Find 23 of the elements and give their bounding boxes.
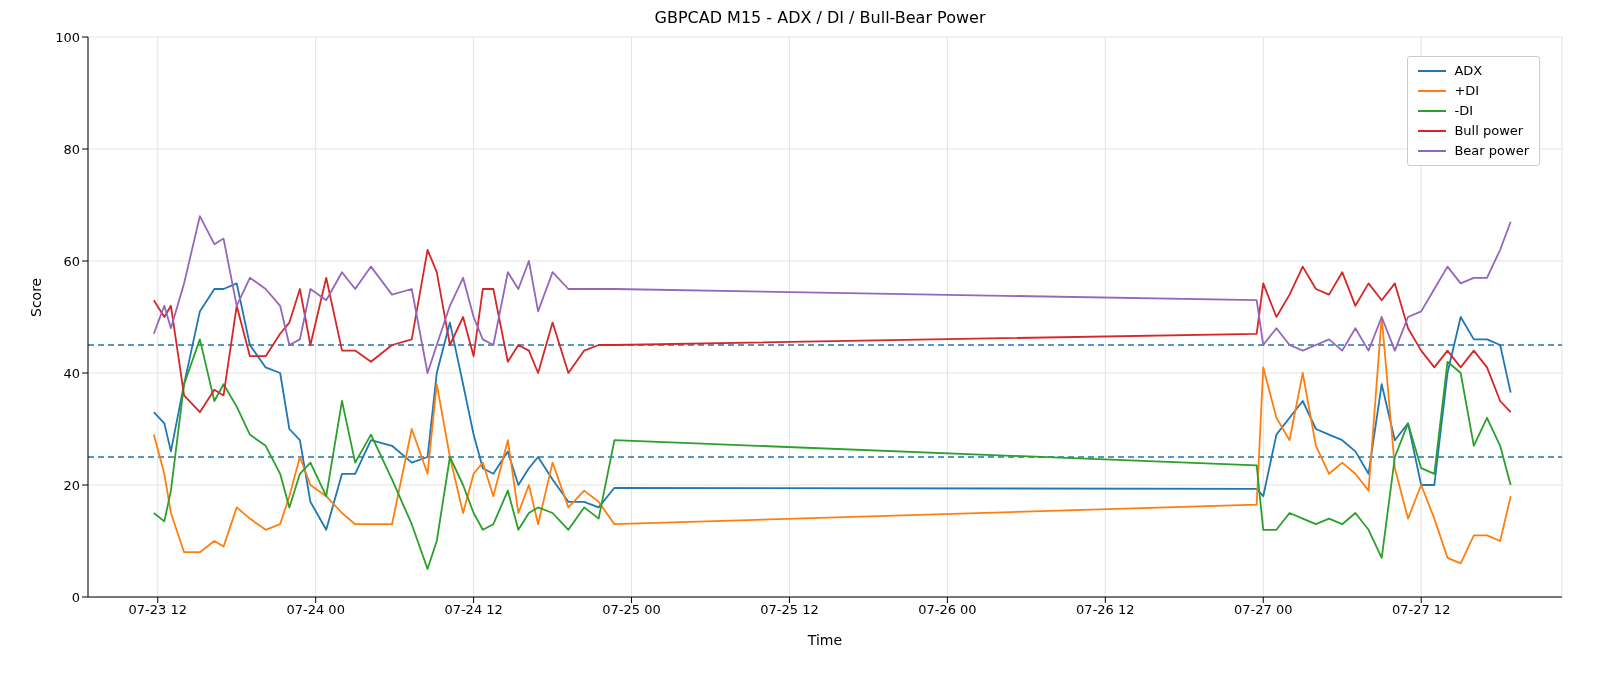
- x-tick-label: 07-24 00: [286, 602, 345, 618]
- x-tick-label: 07-26 12: [1076, 602, 1135, 618]
- x-tick-label: 07-25 00: [602, 602, 661, 618]
- x-tick-label: 07-27 12: [1391, 602, 1451, 618]
- y-tick-label: 60: [63, 253, 80, 269]
- legend-label: -DI: [1454, 102, 1473, 120]
- x-tick-label: 07-27 00: [1234, 602, 1293, 618]
- x-tick-label: 07-23 12: [128, 602, 187, 618]
- legend-label: Bear power: [1454, 142, 1529, 160]
- y-tick-label: 40: [63, 365, 80, 381]
- legend-label: ADX: [1454, 62, 1483, 80]
- y-tick-label: 80: [63, 141, 80, 157]
- x-axis-title: Time: [806, 632, 843, 648]
- chart-title: GBPCAD M15 - ADX / DI / Bull-Bear Power: [653, 8, 987, 27]
- y-tick-label: 100: [55, 29, 80, 45]
- y-axis-title: Score: [27, 277, 44, 317]
- legend-label: +DI: [1454, 82, 1480, 100]
- x-tick-label: 07-24 12: [444, 602, 503, 618]
- x-tick-label: 07-25 12: [760, 602, 819, 618]
- legend-label: Bull power: [1454, 122, 1524, 140]
- y-tick-label: 20: [63, 477, 80, 493]
- y-tick-label: 0: [71, 589, 80, 605]
- x-tick-label: 07-26 00: [918, 602, 977, 618]
